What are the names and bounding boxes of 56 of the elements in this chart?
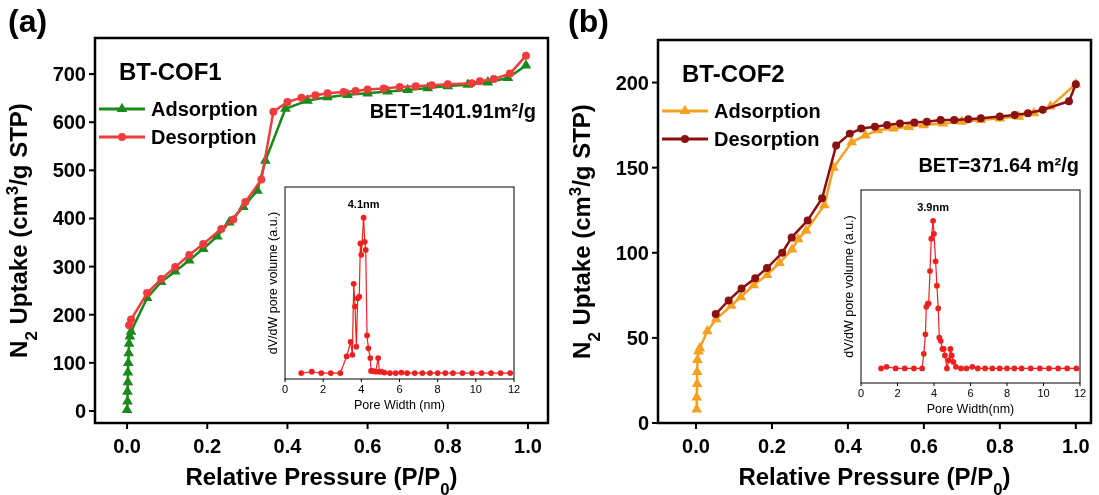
text: BT-COF1 — [119, 58, 222, 85]
x-tick-label: 12 — [1073, 387, 1087, 399]
x-tick-label: 10 — [469, 383, 482, 395]
x-tick-label: 4 — [358, 383, 365, 395]
y-tick-label: 400 — [52, 207, 86, 230]
x-tick-label: 0.2 — [193, 435, 222, 457]
x-tick-label: 0.8 — [985, 435, 1014, 457]
legend-label: Desorption — [714, 128, 820, 150]
x-tick-label: 10 — [1037, 387, 1050, 399]
annotation: 3.9nm — [917, 200, 950, 213]
x-tick-label: 0.6 — [909, 435, 938, 457]
text: BT-COF2 — [682, 60, 785, 87]
legend-label: Adsorption — [714, 100, 821, 122]
y-tick-label: 200 — [615, 71, 649, 94]
x-tick-label: 2 — [320, 383, 327, 395]
x-tick-label: 8 — [1003, 387, 1011, 399]
x-tick-label: 0.2 — [758, 435, 786, 457]
y-axis-title: dV/dW pore volume (a.u.) — [842, 215, 856, 358]
x-tick-label: 4 — [930, 387, 938, 399]
legend-label: Desorption — [151, 126, 257, 148]
y-tick-label: 100 — [615, 241, 649, 264]
y-tick-label: 150 — [615, 156, 649, 179]
x-tick-label: 8 — [434, 383, 441, 395]
y-axis-title: dV/dW pore volume (a.u.) — [266, 211, 280, 355]
y-tick-label: 500 — [52, 159, 86, 182]
x-tick-label: 1.0 — [1061, 435, 1090, 457]
legend-label: Adsorption — [151, 98, 258, 120]
y-tick-label: 50 — [626, 326, 649, 349]
text: (a) — [8, 3, 48, 39]
x-tick-label: 0 — [281, 383, 289, 395]
x-tick-label: 1.0 — [514, 435, 542, 457]
x-axis-title: Pore Width (nm) — [354, 398, 445, 412]
y-tick-label: 0 — [637, 412, 649, 434]
x-tick-label: 2 — [894, 387, 901, 399]
y-tick-label: 600 — [52, 111, 86, 134]
x-tick-label: 0.0 — [113, 435, 141, 457]
x-tick-label: 0.0 — [682, 435, 710, 457]
y-tick-label: 300 — [52, 255, 86, 278]
x-tick-label: 6 — [967, 387, 974, 399]
text: (b) — [568, 3, 609, 39]
x-tick-label: 0 — [857, 387, 865, 399]
y-tick-label: 700 — [52, 63, 86, 86]
x-tick-label: 0.6 — [353, 435, 382, 457]
y-tick-label: 200 — [52, 303, 86, 326]
x-axis-title: Relative Pressure (P/P$_{0}$) — [185, 463, 458, 495]
x-axis-title: Relative Pressure (P/P$_{0}$) — [738, 463, 1011, 495]
annotation: BET=371.64 m²/g — [918, 154, 1079, 176]
x-tick-label: 0.8 — [433, 435, 462, 457]
x-tick-label: 0.4 — [834, 435, 863, 457]
x-axis-title: Pore Width(nm) — [926, 402, 1015, 416]
x-tick-label: 6 — [396, 383, 403, 395]
x-tick-label: 12 — [507, 383, 521, 395]
y-tick-label: 100 — [52, 351, 86, 374]
annotation: 4.1nm — [347, 197, 380, 210]
annotation: BET=1401.91m²/g — [369, 100, 536, 122]
x-tick-label: 0.4 — [273, 435, 303, 457]
